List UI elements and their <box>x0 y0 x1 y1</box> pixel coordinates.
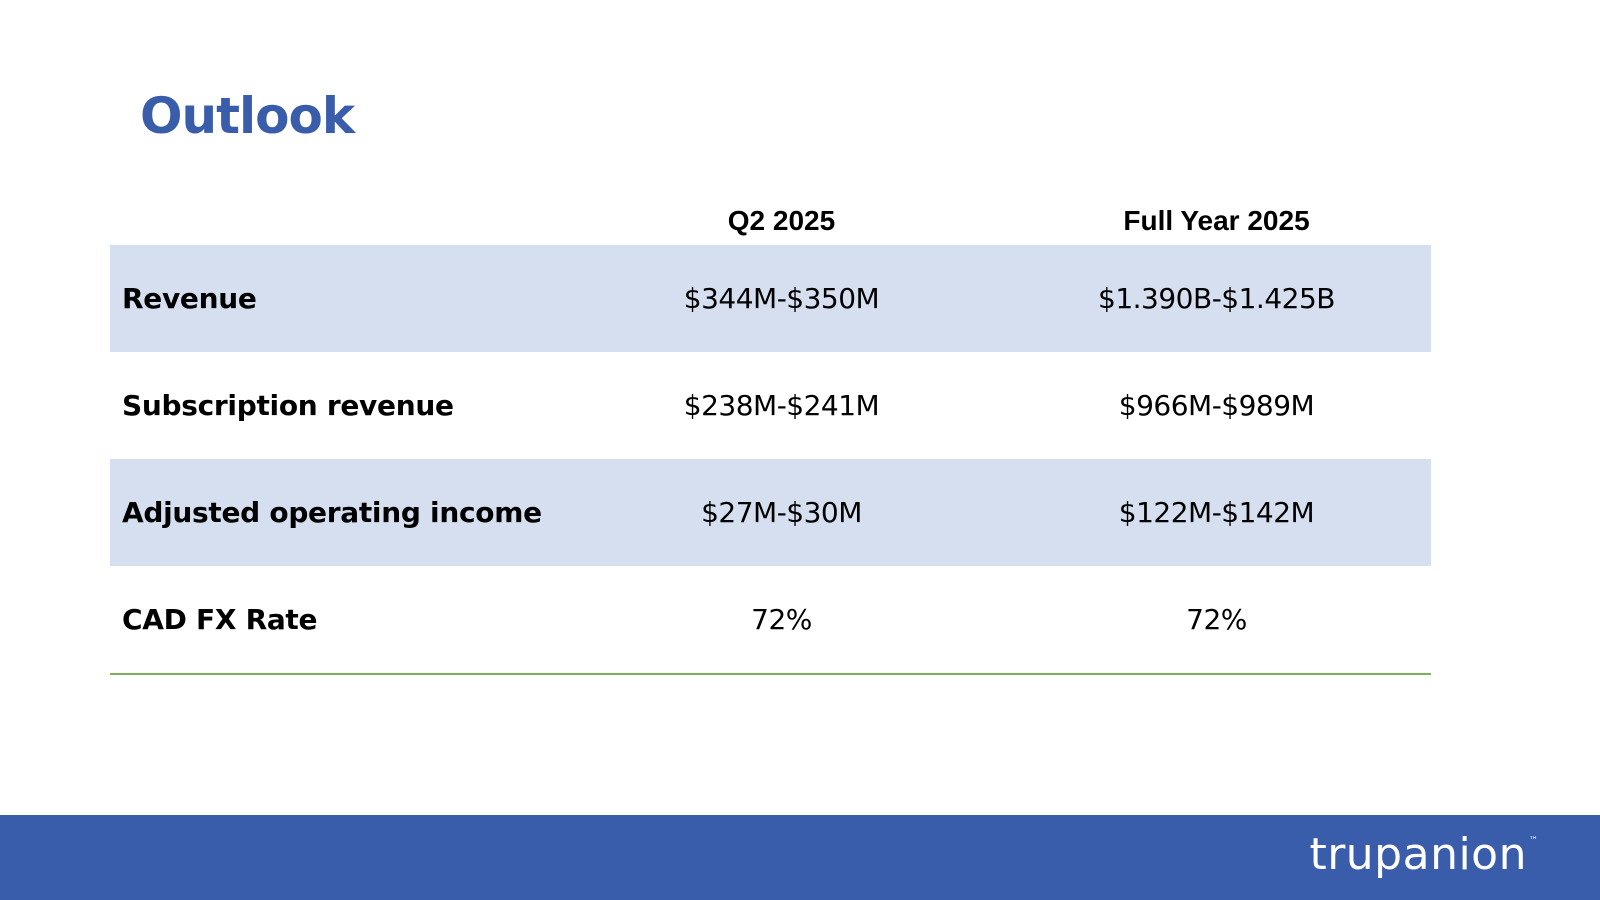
row-label-adjusted-operating-income: Adjusted operating income <box>122 496 542 529</box>
cell-adjusted-operating-income-q2: $27M-$30M <box>701 496 862 529</box>
table-row: Revenue $344M-$350M $1.390B-$1.425B <box>110 245 1431 352</box>
trupanion-logo: trupanion ™ <box>1309 833 1538 877</box>
footer-bar: trupanion ™ <box>0 815 1600 900</box>
trademark-symbol: ™ <box>1529 836 1538 846</box>
page-title: Outlook <box>140 87 355 145</box>
cell-revenue-q2: $344M-$350M <box>683 282 880 315</box>
cell-cad-fx-rate-fy: 72% <box>1186 603 1247 636</box>
row-label-subscription-revenue: Subscription revenue <box>122 389 454 422</box>
cell-subscription-revenue-q2: $238M-$241M <box>683 389 880 422</box>
cell-subscription-revenue-fy: $966M-$989M <box>1118 389 1315 422</box>
cell-cad-fx-rate-q2: 72% <box>751 603 812 636</box>
logo-wordmark: trupanion <box>1309 829 1527 880</box>
table-bottom-rule <box>110 673 1431 675</box>
outlook-table: Q2 2025 Full Year 2025 Revenue $344M-$35… <box>110 196 1431 675</box>
row-label-revenue: Revenue <box>122 282 257 315</box>
cell-adjusted-operating-income-fy: $122M-$142M <box>1118 496 1315 529</box>
table-row: Subscription revenue $238M-$241M $966M-$… <box>110 352 1431 459</box>
header-q2-2025: Q2 2025 <box>727 204 836 236</box>
header-full-year-2025: Full Year 2025 <box>1123 204 1310 236</box>
table-row: Adjusted operating income $27M-$30M $122… <box>110 459 1431 566</box>
table-header-row: Q2 2025 Full Year 2025 <box>110 196 1431 245</box>
row-label-cad-fx-rate: CAD FX Rate <box>122 603 318 636</box>
table-row: CAD FX Rate 72% 72% <box>110 566 1431 673</box>
cell-revenue-fy: $1.390B-$1.425B <box>1098 282 1335 315</box>
